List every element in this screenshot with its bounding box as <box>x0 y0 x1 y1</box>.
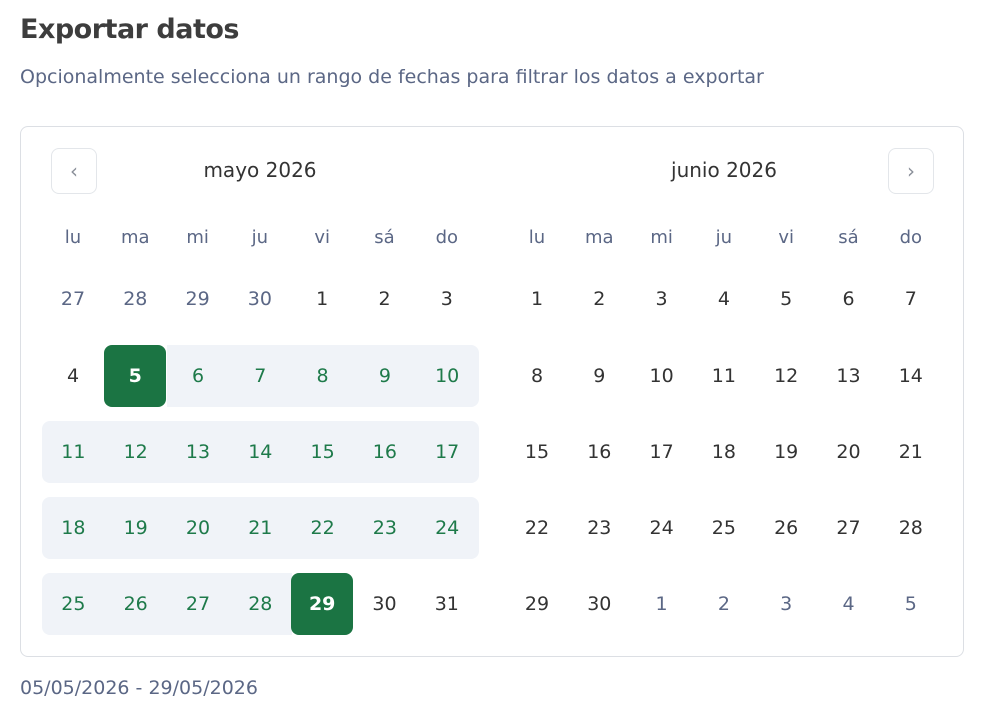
day-cell[interactable]: 23 <box>587 517 612 539</box>
day-cell[interactable]: 15 <box>291 421 354 483</box>
weekday-label: sá <box>838 226 859 248</box>
day-cell[interactable]: 30 <box>587 593 612 615</box>
day-cell[interactable]: 26 <box>104 573 168 635</box>
day-cell[interactable]: 25 <box>711 517 736 539</box>
weekday-label: lu <box>528 226 546 248</box>
weekday-label: ju <box>251 226 269 248</box>
day-cell[interactable]: 22 <box>524 517 550 539</box>
day-cell[interactable]: 28 <box>123 288 148 310</box>
selected-range-text: 05/05/2026 - 29/05/2026 <box>20 677 258 699</box>
day-cell[interactable]: 17 <box>649 441 674 463</box>
weekday-label: do <box>435 226 459 248</box>
day-cell[interactable]: 3 <box>440 288 453 310</box>
day-cell[interactable]: 26 <box>774 517 799 539</box>
day-cell[interactable]: 12 <box>774 365 799 387</box>
day-cell[interactable]: 6 <box>166 345 230 407</box>
prev-month-button[interactable]: ‹ <box>51 148 97 194</box>
day-cell[interactable]: 3 <box>655 288 668 310</box>
day-cell[interactable]: 20 <box>166 497 230 559</box>
day-cell[interactable]: 13 <box>166 421 230 483</box>
weekday-label: ma <box>585 226 614 248</box>
weekday-label: do <box>899 226 923 248</box>
day-cell[interactable]: 29 <box>524 593 550 615</box>
day-cell[interactable]: 2 <box>378 288 391 310</box>
weekday-label: lu <box>64 226 82 248</box>
day-cell[interactable]: 25 <box>42 573 105 635</box>
day-cell[interactable]: 7 <box>904 288 917 310</box>
day-cell[interactable]: 3 <box>780 593 793 615</box>
day-cell[interactable]: 21 <box>228 497 292 559</box>
day-cell[interactable]: 8 <box>530 365 544 387</box>
month-title-left: mayo 2026 <box>203 158 317 182</box>
date-range-calendar <box>20 126 964 657</box>
day-cell[interactable]: 15 <box>524 441 550 463</box>
day-cell-range-end[interactable]: 29 <box>291 573 354 635</box>
day-cell[interactable]: 18 <box>42 497 105 559</box>
day-cell-range-start[interactable]: 5 <box>104 345 167 407</box>
day-cell[interactable]: 17 <box>415 421 479 483</box>
day-cell[interactable]: 30 <box>372 593 397 615</box>
day-cell[interactable]: 24 <box>415 497 479 559</box>
day-cell[interactable]: 23 <box>353 497 417 559</box>
day-cell[interactable]: 13 <box>836 365 861 387</box>
day-cell[interactable]: 14 <box>898 365 923 387</box>
day-cell[interactable]: 16 <box>353 421 417 483</box>
day-cell[interactable]: 27 <box>836 517 861 539</box>
day-cell[interactable]: 18 <box>711 441 736 463</box>
day-cell[interactable]: 22 <box>291 497 354 559</box>
chevron-right-icon: › <box>907 159 915 183</box>
day-cell[interactable]: 2 <box>593 288 606 310</box>
next-month-button[interactable]: › <box>888 148 934 194</box>
day-cell[interactable]: 16 <box>587 441 612 463</box>
day-cell[interactable]: 19 <box>774 441 799 463</box>
day-cell[interactable]: 7 <box>228 345 292 407</box>
day-cell[interactable]: 8 <box>291 345 354 407</box>
day-cell[interactable]: 28 <box>228 573 292 635</box>
day-cell[interactable]: 29 <box>185 288 210 310</box>
day-cell[interactable]: 27 <box>166 573 230 635</box>
day-cell[interactable]: 9 <box>593 365 606 387</box>
day-cell[interactable]: 1 <box>316 288 329 310</box>
day-cell[interactable]: 14 <box>228 421 292 483</box>
day-cell[interactable]: 4 <box>717 288 730 310</box>
day-cell[interactable]: 9 <box>353 345 417 407</box>
day-cell[interactable]: 6 <box>842 288 855 310</box>
day-cell[interactable]: 30 <box>247 288 272 310</box>
day-cell[interactable]: 11 <box>711 365 736 387</box>
day-cell[interactable]: 27 <box>60 288 86 310</box>
day-cell[interactable]: 4 <box>842 593 855 615</box>
day-cell[interactable]: 28 <box>898 517 923 539</box>
day-cell[interactable]: 31 <box>434 593 459 615</box>
page-title: Exportar datos <box>20 14 239 45</box>
weekday-label: ma <box>121 226 150 248</box>
day-cell[interactable]: 11 <box>42 421 105 483</box>
day-cell[interactable]: 10 <box>415 345 479 407</box>
day-cell[interactable]: 21 <box>898 441 923 463</box>
day-cell[interactable]: 1 <box>655 593 668 615</box>
month-title-right: junio 2026 <box>671 158 777 182</box>
weekday-label: ju <box>715 226 733 248</box>
day-cell[interactable]: 1 <box>530 288 544 310</box>
page-subtitle: Opcionalmente selecciona un rango de fec… <box>20 66 764 88</box>
day-cell[interactable]: 2 <box>717 593 730 615</box>
day-cell[interactable]: 4 <box>66 365 80 387</box>
day-cell[interactable]: 24 <box>649 517 674 539</box>
day-cell[interactable]: 12 <box>104 421 168 483</box>
day-cell[interactable]: 19 <box>104 497 168 559</box>
day-cell[interactable]: 5 <box>904 593 917 615</box>
day-cell[interactable]: 5 <box>780 288 793 310</box>
day-cell[interactable]: 20 <box>836 441 861 463</box>
chevron-left-icon: ‹ <box>70 159 78 183</box>
day-cell[interactable]: 10 <box>649 365 674 387</box>
weekday-label: mi <box>650 226 673 248</box>
weekday-label: sá <box>374 226 395 248</box>
weekday-label: vi <box>778 226 795 248</box>
weekday-label: mi <box>186 226 209 248</box>
weekday-label: vi <box>314 226 331 248</box>
